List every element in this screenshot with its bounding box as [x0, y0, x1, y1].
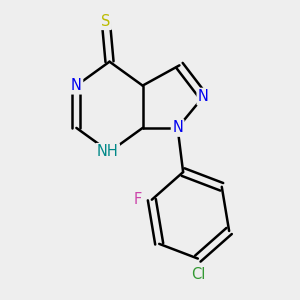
- Text: NH: NH: [97, 144, 118, 159]
- Text: N: N: [172, 120, 183, 135]
- Text: N: N: [71, 78, 82, 93]
- Text: Cl: Cl: [191, 266, 205, 281]
- Text: N: N: [198, 89, 209, 104]
- Text: F: F: [134, 192, 142, 207]
- Text: S: S: [101, 14, 110, 29]
